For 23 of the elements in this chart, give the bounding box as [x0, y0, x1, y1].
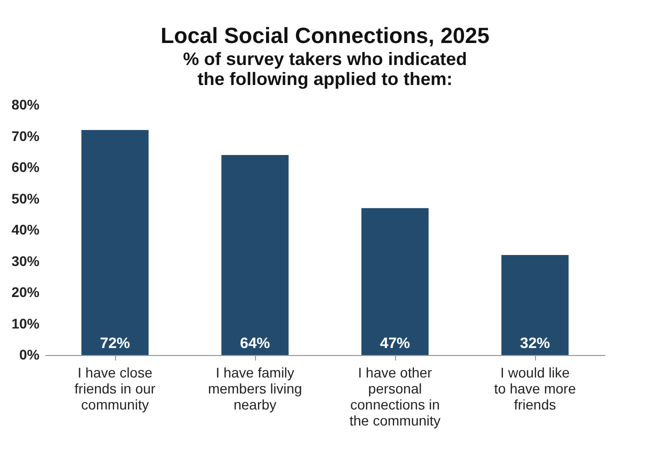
data-label: 32%	[520, 335, 550, 352]
y-tick-label: 20%	[11, 284, 40, 300]
bar	[501, 255, 569, 355]
x-tick-label: I have close friends in our community	[74, 364, 156, 412]
chart-title: Local Social Connections, 2025	[160, 23, 490, 48]
data-label: 72%	[100, 335, 130, 352]
y-tick-label: 50%	[11, 190, 40, 206]
y-tick-label: 0%	[19, 346, 40, 362]
y-tick-label: 70%	[11, 128, 40, 144]
y-tick-label: 30%	[11, 252, 40, 269]
y-tick-label: 10%	[11, 315, 40, 332]
x-tick-label: I would like to have more friends	[494, 364, 576, 412]
bar	[361, 208, 429, 355]
chart-subtitle: % of survey takers who indicated the following applied to them:	[182, 49, 468, 89]
y-tick-label: 60%	[11, 159, 40, 175]
y-tick-label: 80%	[11, 96, 40, 112]
y-tick-label: 40%	[11, 222, 40, 238]
x-tick-label: I have other personal connections in the community	[349, 364, 441, 428]
data-label: 64%	[240, 335, 270, 352]
data-label: 47%	[380, 335, 410, 352]
bar	[221, 155, 289, 355]
bar	[81, 130, 149, 355]
x-tick-label: I have family members living nearby	[208, 364, 302, 412]
